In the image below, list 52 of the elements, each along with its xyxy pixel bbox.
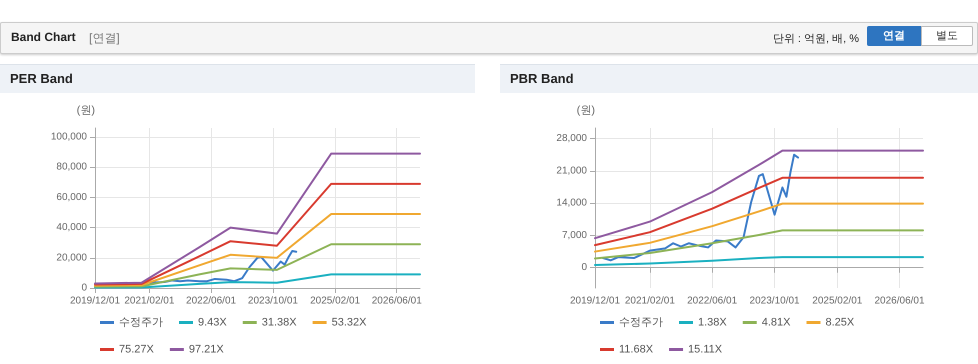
chart-title: PER Band (0, 64, 475, 93)
y-tick-label: 100,000 (50, 132, 88, 143)
line-series (594, 229, 924, 260)
text: 별도 (921, 26, 973, 46)
y-axis-title: (원) (76, 104, 95, 116)
legend-label: 수정주가 (619, 316, 663, 328)
legend-label: 수정주가 (119, 316, 163, 328)
line-series (594, 176, 924, 246)
legend-label: 53.32X (332, 316, 368, 328)
y-axis-title: (원) (576, 104, 595, 116)
legend-label: 15.11X (688, 344, 723, 356)
y-tick-label: 80,000 (56, 162, 88, 173)
line-series (602, 154, 800, 262)
x-tick-label: 2026/06/01 (372, 296, 422, 306)
y-tick-label: 0 (581, 262, 588, 274)
legend-label: 4.81X (762, 316, 792, 328)
legend-label: 1.38X (698, 316, 728, 328)
x-tick-label: 2025/02/01 (310, 296, 361, 306)
y-tick-label: 28,000 (556, 133, 588, 144)
x-tick-label: 2019/12/01 (70, 296, 120, 306)
x-tick-label: 2022/06/01 (687, 296, 738, 306)
legend-label: 9.43X (198, 316, 228, 328)
line-series (594, 150, 924, 240)
y-tick-label: 21,000 (556, 165, 588, 176)
x-tick-label: 2026/06/01 (874, 296, 925, 306)
line-series (594, 202, 924, 253)
x-tick-label: 2021/02/01 (124, 296, 175, 306)
legend-label: 11.68X (619, 344, 654, 356)
chart-title: PBR Band (500, 64, 978, 93)
legend-label: 75.27X (119, 344, 155, 356)
x-tick-label: 2023/10/01 (750, 296, 800, 306)
y-tick-label: 14,000 (556, 198, 588, 209)
y-tick-label: 7,000 (562, 230, 588, 241)
y-tick-label: 60,000 (56, 192, 88, 203)
text: [연결] (89, 30, 120, 47)
x-tick-label: 2022/06/01 (186, 296, 236, 306)
line-series (94, 182, 421, 286)
legend-label: 31.38X (262, 316, 298, 328)
y-tick-label: 40,000 (56, 222, 88, 234)
text: 연결 (867, 26, 921, 46)
x-tick-label: 2023/10/01 (248, 296, 298, 306)
line-series (148, 250, 298, 284)
text: 단위 : 억원, 배, % (772, 32, 859, 46)
y-tick-label: 0 (81, 282, 88, 294)
x-tick-label: 2025/02/01 (812, 296, 863, 306)
x-tick-label: 2021/02/01 (624, 296, 676, 306)
legend-label: 8.25X (825, 316, 855, 328)
text: Band Chart (11, 30, 76, 44)
line-series (94, 152, 421, 284)
x-tick-label: 2019/12/01 (570, 296, 620, 306)
y-tick-label: 20,000 (56, 252, 88, 264)
legend-label: 97.21X (188, 344, 224, 356)
